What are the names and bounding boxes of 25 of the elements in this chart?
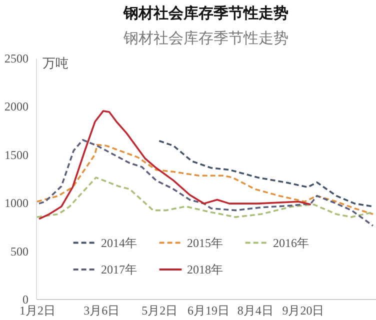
y-tick-label: 0: [22, 292, 28, 306]
y-tick-label: 2000: [4, 100, 28, 114]
y-tick-label: 2500: [4, 52, 28, 66]
x-tick-label: 9月20日: [282, 304, 324, 318]
y-tick-label: 1500: [4, 148, 28, 162]
legend-label: 2017年: [101, 262, 137, 276]
line-series: [158, 140, 374, 208]
legend-label: 2016年: [273, 236, 309, 250]
x-tick-label: 8月4日: [237, 304, 274, 318]
x-tick-label: 6月19日: [188, 304, 230, 318]
y-axis-title: 万吨: [42, 56, 68, 70]
chart-subtitle: 钢材社会库存季节性走势: [122, 4, 288, 22]
line-series: [38, 139, 374, 227]
legend-label: 2018年: [187, 262, 223, 276]
line-series: [38, 110, 312, 220]
y-tick-label: 1000: [4, 196, 28, 210]
legend-label: 2015年: [187, 236, 223, 250]
legend-label: 2014年: [101, 236, 137, 250]
x-tick-label: 5月2日: [142, 304, 178, 318]
line-series: [36, 176, 374, 218]
x-tick-label: 1月2日: [20, 304, 56, 318]
chart-title: 钢材社会库存季节性走势: [122, 30, 288, 47]
line-series: [36, 144, 374, 216]
x-tick-label: 3月6日: [84, 304, 120, 318]
y-tick-label: 500: [10, 244, 28, 258]
